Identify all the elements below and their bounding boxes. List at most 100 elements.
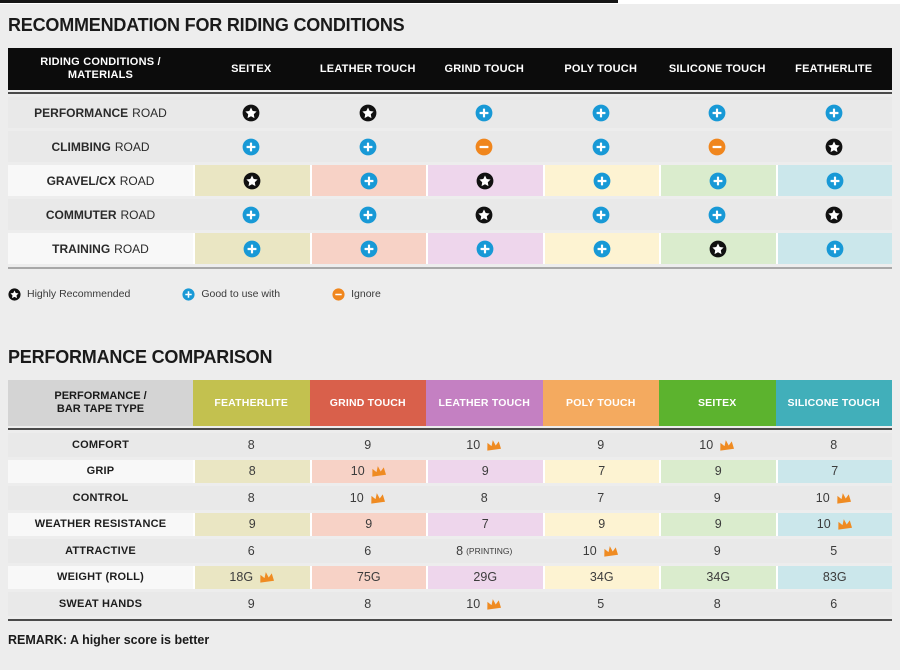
recommendation-cell-plus xyxy=(659,199,776,230)
score-value: 10 xyxy=(466,596,481,611)
score-cell: 8 xyxy=(310,592,427,616)
recommendation-cell-plus xyxy=(544,233,659,264)
score-value: 34G xyxy=(706,570,731,585)
score-cell: 5 xyxy=(776,539,893,563)
score-cell: 6 xyxy=(776,592,893,616)
row-label: PERFORMANCE ROAD xyxy=(8,97,193,128)
row-label-rest: ROAD xyxy=(120,207,156,222)
crown-icon xyxy=(371,492,385,504)
performance-comparison-table: PERFORMANCE / BAR TAPE TYPE FEATHERLITE G… xyxy=(8,380,892,621)
recommendation-cell-star xyxy=(776,131,893,162)
star-icon xyxy=(242,104,260,121)
column-header-grind-touch: GRIND TOUCH xyxy=(309,380,426,426)
table-row-commuter: COMMUTER ROAD xyxy=(8,199,892,230)
recommendation-cell-plus xyxy=(661,165,776,196)
corner-header-line1: RIDING CONDITIONS / xyxy=(40,56,161,68)
score-cell: 6 xyxy=(193,539,310,563)
table-row-sweat-hands: SWEAT HANDS 9 8 10 5 8 6 xyxy=(8,592,892,616)
page-content: RECOMMENDATION FOR RIDING CONDITIONS RID… xyxy=(0,15,900,647)
plus-icon xyxy=(360,172,378,189)
score-cell: 9 xyxy=(659,539,776,563)
score-cell: 9 xyxy=(543,433,660,457)
score-value: 34G xyxy=(589,570,614,585)
header-divider xyxy=(8,92,892,94)
score-value: 18G xyxy=(229,570,254,585)
recommendation-cell-star xyxy=(428,165,543,196)
recommendation-cell-minus xyxy=(426,131,543,162)
column-header-silicone-touch: SILICONE TOUCH xyxy=(668,63,766,75)
legend-plus-icon-wrap xyxy=(182,287,195,301)
minus-icon xyxy=(708,138,726,155)
score-cell: 10 xyxy=(426,592,543,616)
top-border-artifact xyxy=(0,0,618,3)
score-value: 10 xyxy=(699,437,714,452)
score-cell: 83G xyxy=(777,565,892,589)
score-value: 6 xyxy=(364,543,372,558)
remark-text: REMARK: A higher score is better xyxy=(8,632,210,647)
row-label-bold: CLIMBING xyxy=(51,139,111,154)
score-cell: 5 xyxy=(543,592,660,616)
row-label-rest: ROAD xyxy=(114,139,150,154)
corner-header-line1: PERFORMANCE / xyxy=(54,390,147,402)
column-header-silicone-touch: SILICONE TOUCH xyxy=(775,380,892,426)
recommendation-cell-plus xyxy=(777,165,892,196)
score-cell: 9 xyxy=(193,592,310,616)
score-value: 8 xyxy=(364,596,372,611)
column-header-poly-touch: POLY TOUCH xyxy=(542,380,659,426)
row-label: CLIMBING ROAD xyxy=(8,131,193,162)
score-value: 9 xyxy=(713,490,721,505)
plus-icon xyxy=(182,287,195,301)
score-cell: 10 xyxy=(310,486,427,510)
plus-icon xyxy=(593,240,611,257)
legend-minus-icon-wrap xyxy=(332,287,345,301)
score-cell: 9 xyxy=(659,486,776,510)
plus-icon xyxy=(242,138,260,155)
score-note: (PRINTING) xyxy=(466,545,513,556)
row-label: WEATHER RESISTANCE xyxy=(8,512,193,536)
plus-icon xyxy=(242,206,260,223)
score-cell: 18G xyxy=(195,565,310,589)
score-value: 8 xyxy=(480,490,488,505)
recommendation-cell-plus xyxy=(193,131,310,162)
recommendation-cell-plus xyxy=(776,97,893,128)
crown-icon xyxy=(487,598,502,610)
plus-icon xyxy=(593,172,611,189)
legend-item-ignore: Ignore xyxy=(332,287,381,301)
recommendation-cell-plus xyxy=(543,199,660,230)
score-cell: 7 xyxy=(544,459,659,483)
plus-icon xyxy=(825,104,843,121)
recommendation-cell-plus xyxy=(426,97,543,128)
score-value: 10 xyxy=(350,464,365,479)
score-cell: 8 xyxy=(426,486,543,510)
riding-conditions-header-row: RIDING CONDITIONS / MATERIALS SEITEX LEAT… xyxy=(8,48,892,90)
row-label: GRIP xyxy=(8,459,193,483)
score-cell: 9 xyxy=(544,512,659,536)
recommendation-cell-plus xyxy=(777,233,892,264)
score-cell: 7 xyxy=(777,459,892,483)
plus-icon xyxy=(360,240,378,257)
row-label: COMFORT xyxy=(71,438,129,451)
table-row-weight-roll: WEIGHT (ROLL) 18G 75G 29G 34G 34G 83G xyxy=(8,565,892,589)
score-cell: 29G xyxy=(428,565,543,589)
star-icon xyxy=(243,172,261,189)
score-cell: 9 xyxy=(195,512,310,536)
score-cell: 8 xyxy=(193,433,310,457)
column-header-seitex: SEITEX xyxy=(231,63,272,75)
recommendation-cell-star xyxy=(193,97,310,128)
row-label-bold: COMMUTER xyxy=(45,207,117,222)
recommendation-cell-plus xyxy=(544,165,659,196)
score-cell: 9 xyxy=(311,512,426,536)
row-label: COMMUTER ROAD xyxy=(8,199,193,230)
score-cell: 9 xyxy=(661,512,776,536)
plus-icon xyxy=(708,206,726,223)
star-icon xyxy=(8,287,21,301)
score-value: 9 xyxy=(247,596,255,611)
column-header-leather-touch: LEATHER TOUCH xyxy=(319,63,416,75)
star-icon xyxy=(475,206,493,223)
score-value: 8 xyxy=(713,596,721,611)
crown-icon xyxy=(260,572,275,583)
star-icon xyxy=(709,240,727,257)
riding-conditions-body: PERFORMANCE ROAD CLIMBING ROAD GRAVEL/CX ROAD… xyxy=(8,97,892,264)
score-value: 9 xyxy=(364,437,372,452)
minus-icon xyxy=(332,287,345,301)
